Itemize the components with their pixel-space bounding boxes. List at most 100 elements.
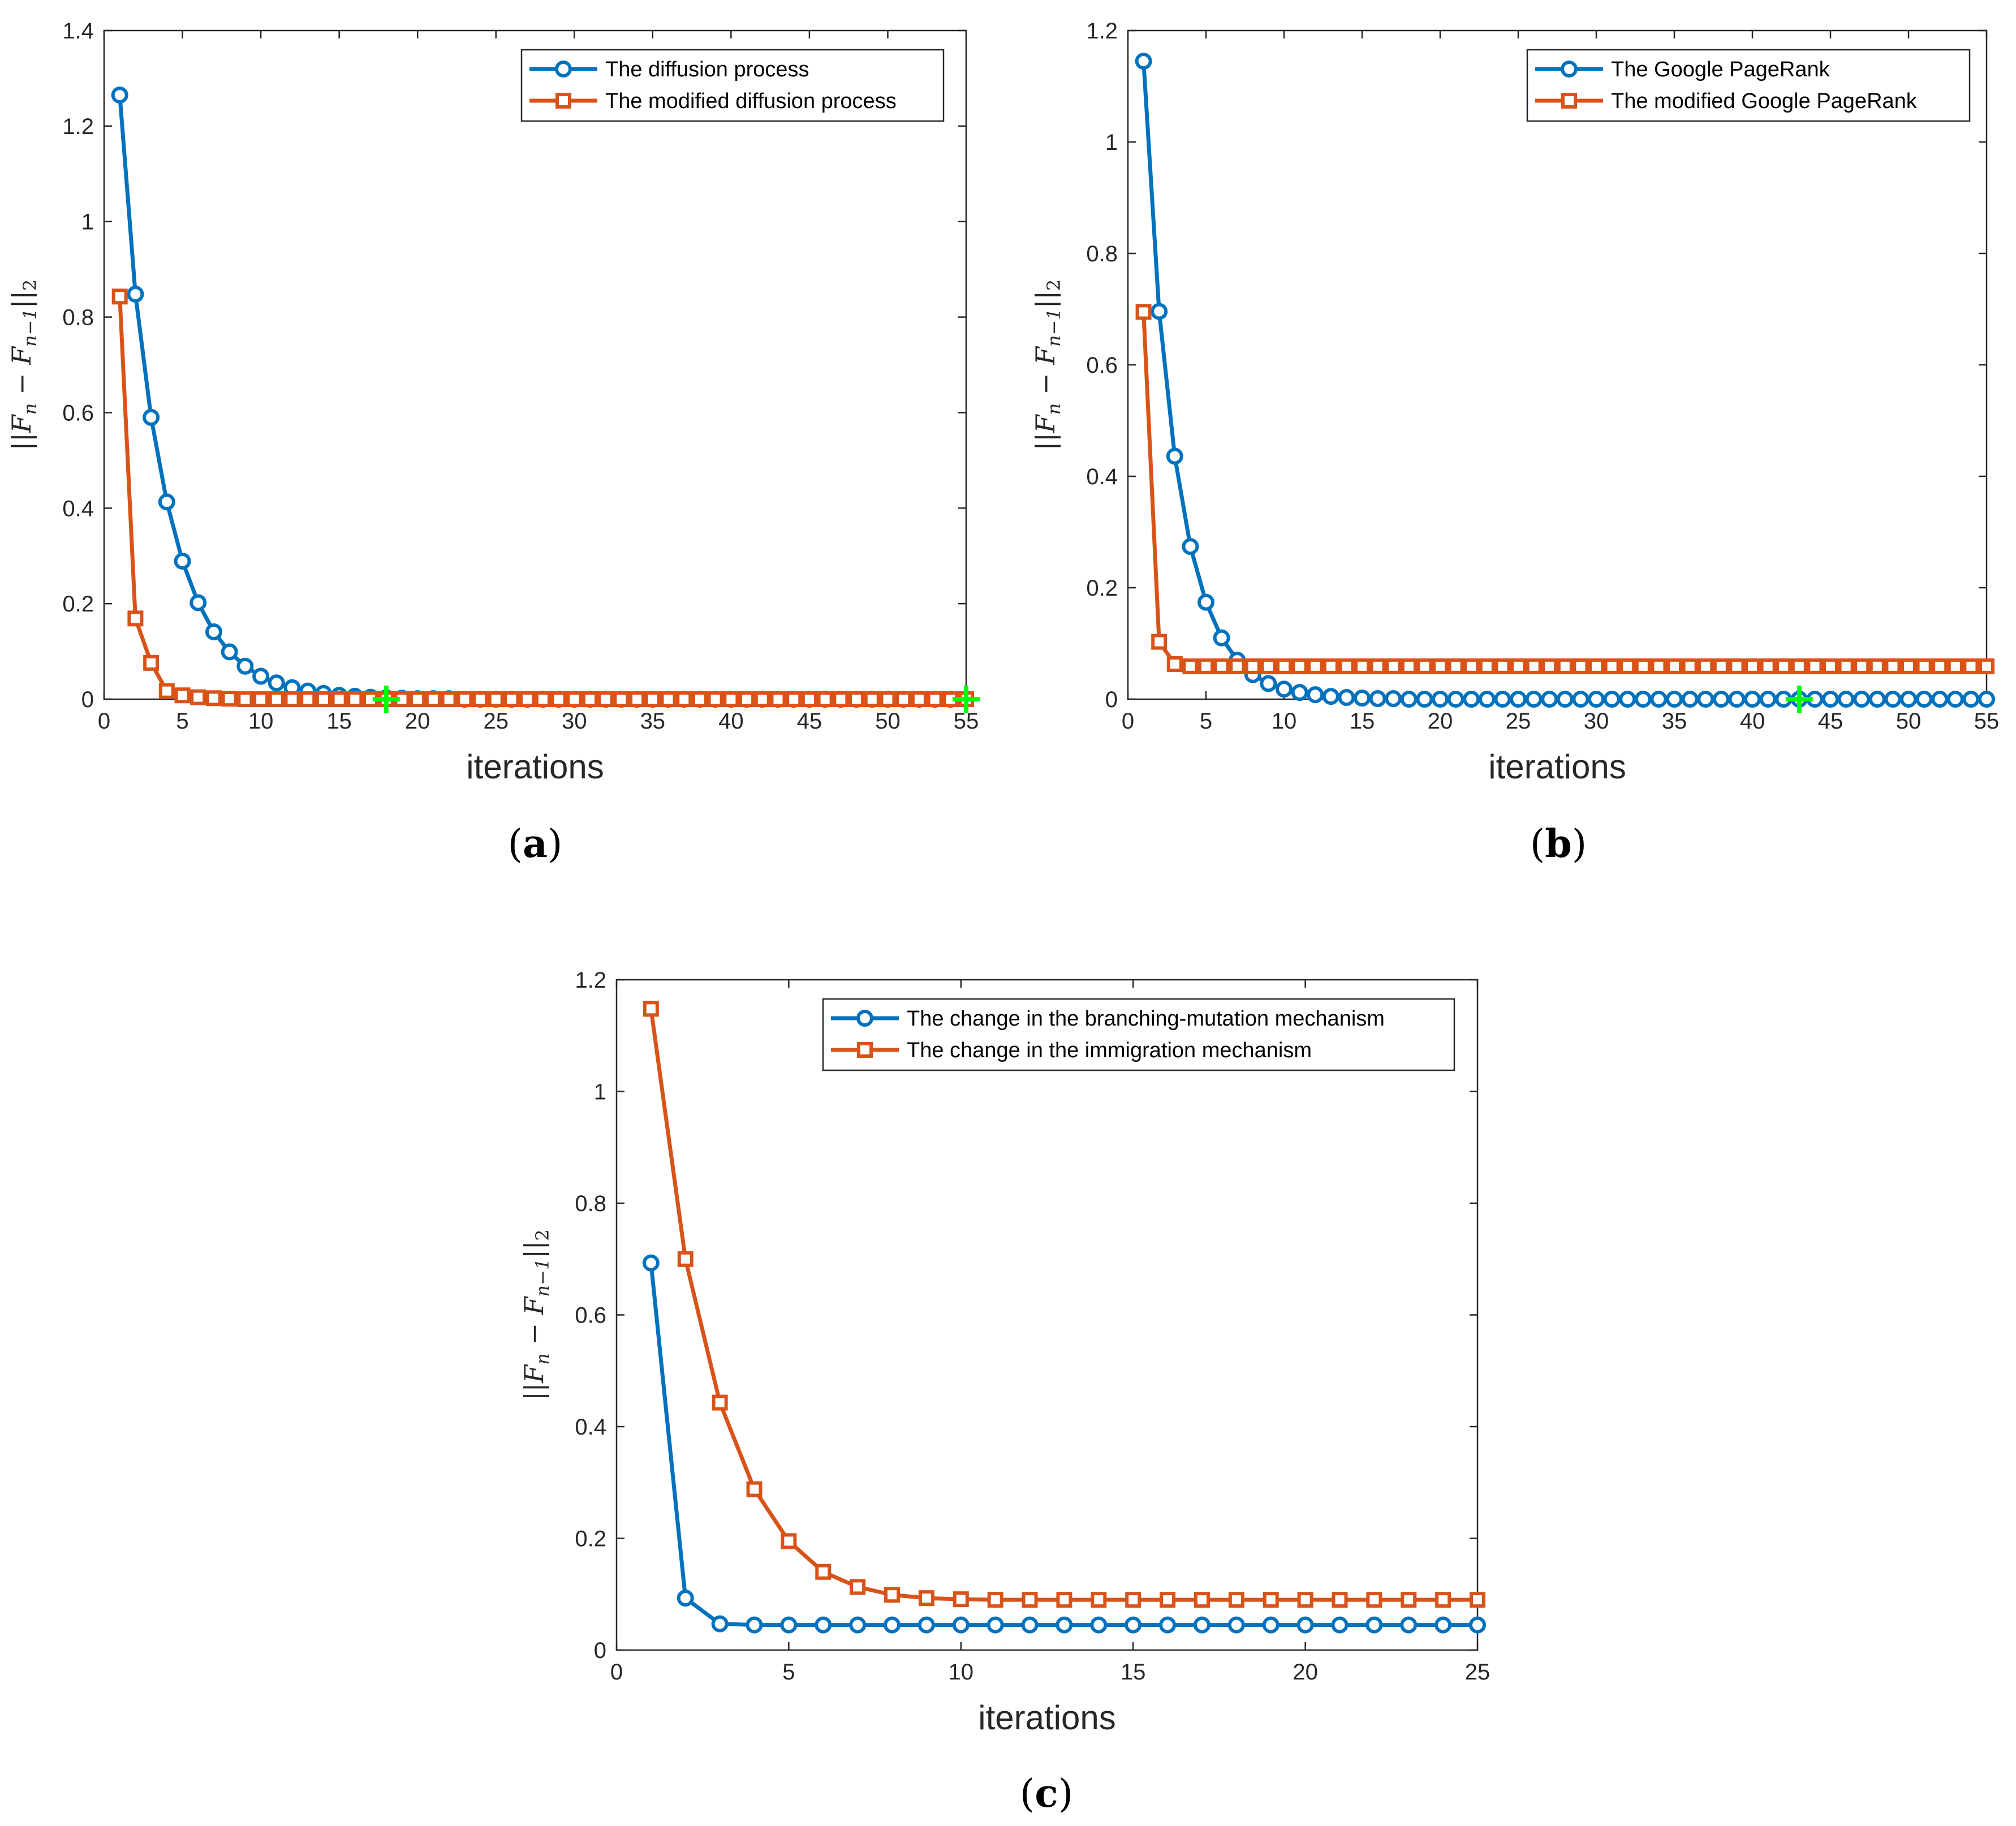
data-point — [190, 689, 206, 705]
data-point — [221, 643, 238, 661]
x-tick-label: 35 — [1662, 709, 1687, 734]
data-point — [1276, 681, 1293, 698]
data-point — [111, 288, 128, 305]
chart-panel-a: 0 5 10 15 20 25 30 35 40 45 50 55 0 0.2 0.4 0.6 0.8 1 1.2 1… — [6, 19, 980, 867]
y-axis-label-minus: − — [6, 365, 37, 403]
data-point — [143, 654, 160, 671]
data-point — [1728, 691, 1746, 708]
x-tick-label: 15 — [1350, 709, 1375, 734]
data-point — [1776, 658, 1792, 674]
data-point — [1182, 658, 1199, 674]
data-point — [1807, 658, 1823, 674]
data-point — [1900, 691, 1917, 708]
y-axis-label-s1: n — [19, 403, 41, 415]
y-axis-label-s2: n−1 — [1043, 308, 1065, 347]
legend-entry: The modified Google PageRank — [1535, 89, 1918, 113]
series-blue — [642, 1254, 1486, 1634]
data-point — [746, 1481, 763, 1497]
data-point — [1729, 658, 1745, 674]
data-point — [1263, 1592, 1279, 1608]
legend-label: The diffusion process — [605, 58, 809, 81]
caption-open: ( — [507, 822, 523, 867]
x-tick-label: 30 — [1584, 709, 1609, 734]
data-point — [1946, 691, 1964, 708]
series-orange — [643, 1001, 1485, 1608]
data-point — [1823, 658, 1838, 674]
legend-marker — [555, 93, 571, 109]
data-point — [1698, 658, 1714, 674]
y-axis-label-f2: F — [519, 1295, 549, 1315]
data-point — [1681, 691, 1699, 708]
x-tick-label: 50 — [875, 709, 901, 734]
y-axis-label-f2: F — [1030, 346, 1061, 365]
data-point — [1697, 691, 1715, 708]
y-axis-label-open: || — [6, 433, 37, 450]
data-point — [1713, 658, 1729, 674]
data-point — [1666, 658, 1682, 674]
y-tick-label: 0.2 — [62, 592, 94, 617]
data-point — [1463, 691, 1480, 708]
data-point — [723, 691, 739, 707]
y-axis-label-open: || — [1030, 433, 1061, 450]
data-point — [644, 691, 661, 707]
data-point — [174, 687, 191, 704]
data-point — [1510, 658, 1526, 674]
data-point — [746, 1616, 763, 1634]
data-point — [1296, 1616, 1314, 1634]
data-point — [1759, 691, 1777, 708]
x-tick-label: 40 — [718, 709, 744, 734]
legend-box — [520, 49, 945, 122]
data-point — [1479, 658, 1495, 674]
data-point — [849, 1616, 867, 1634]
data-point — [1931, 691, 1949, 708]
data-point — [1478, 691, 1496, 708]
legend-label: The change in the branching-mutation mec… — [907, 1007, 1385, 1031]
y-tick-label: 0.4 — [62, 496, 94, 521]
series-orange — [1135, 304, 1995, 674]
data-point — [456, 691, 473, 707]
data-point — [987, 1592, 1003, 1608]
y-tick-label: 0.8 — [62, 305, 94, 330]
data-point — [815, 1564, 832, 1580]
data-point — [597, 691, 614, 707]
x-tick-label: 15 — [1121, 1660, 1146, 1685]
data-point — [1916, 658, 1932, 674]
legend-box — [1526, 49, 1971, 122]
y-axis-label-f1: F — [6, 414, 37, 433]
data-point — [1525, 691, 1543, 708]
data-point — [1416, 658, 1433, 674]
data-point — [712, 1394, 728, 1411]
data-point — [1526, 658, 1542, 674]
x-tick-label: 0 — [98, 709, 110, 734]
data-point — [711, 1615, 729, 1633]
x-tick-label: 15 — [326, 709, 352, 734]
data-point — [780, 1616, 798, 1634]
data-point — [315, 691, 331, 707]
data-point — [1494, 658, 1511, 674]
data-point — [1091, 1592, 1107, 1608]
highlight-marker — [953, 686, 980, 713]
x-tick-label: 45 — [1818, 709, 1843, 734]
legend-entry: The Google PageRank — [1535, 58, 1830, 81]
data-point — [237, 691, 253, 707]
caption-close: ) — [1058, 1772, 1074, 1816]
data-point — [1650, 691, 1668, 708]
data-point — [1837, 691, 1855, 708]
data-point — [1470, 1592, 1485, 1608]
data-point — [1125, 1616, 1142, 1634]
data-point — [1494, 691, 1511, 708]
data-point — [205, 623, 222, 640]
data-point — [1385, 690, 1402, 708]
data-point — [1400, 1616, 1418, 1634]
data-point — [1901, 658, 1916, 674]
data-point — [1463, 658, 1480, 674]
data-point — [1435, 1616, 1452, 1634]
data-point — [1853, 691, 1871, 708]
x-tick-label: 35 — [640, 709, 666, 734]
y-tick-label: 1.2 — [1086, 19, 1118, 44]
data-point — [1166, 447, 1183, 465]
data-point — [1197, 593, 1214, 611]
data-point — [1401, 658, 1417, 674]
data-point — [1962, 691, 1980, 708]
y-tick-label: 1.2 — [62, 114, 94, 139]
